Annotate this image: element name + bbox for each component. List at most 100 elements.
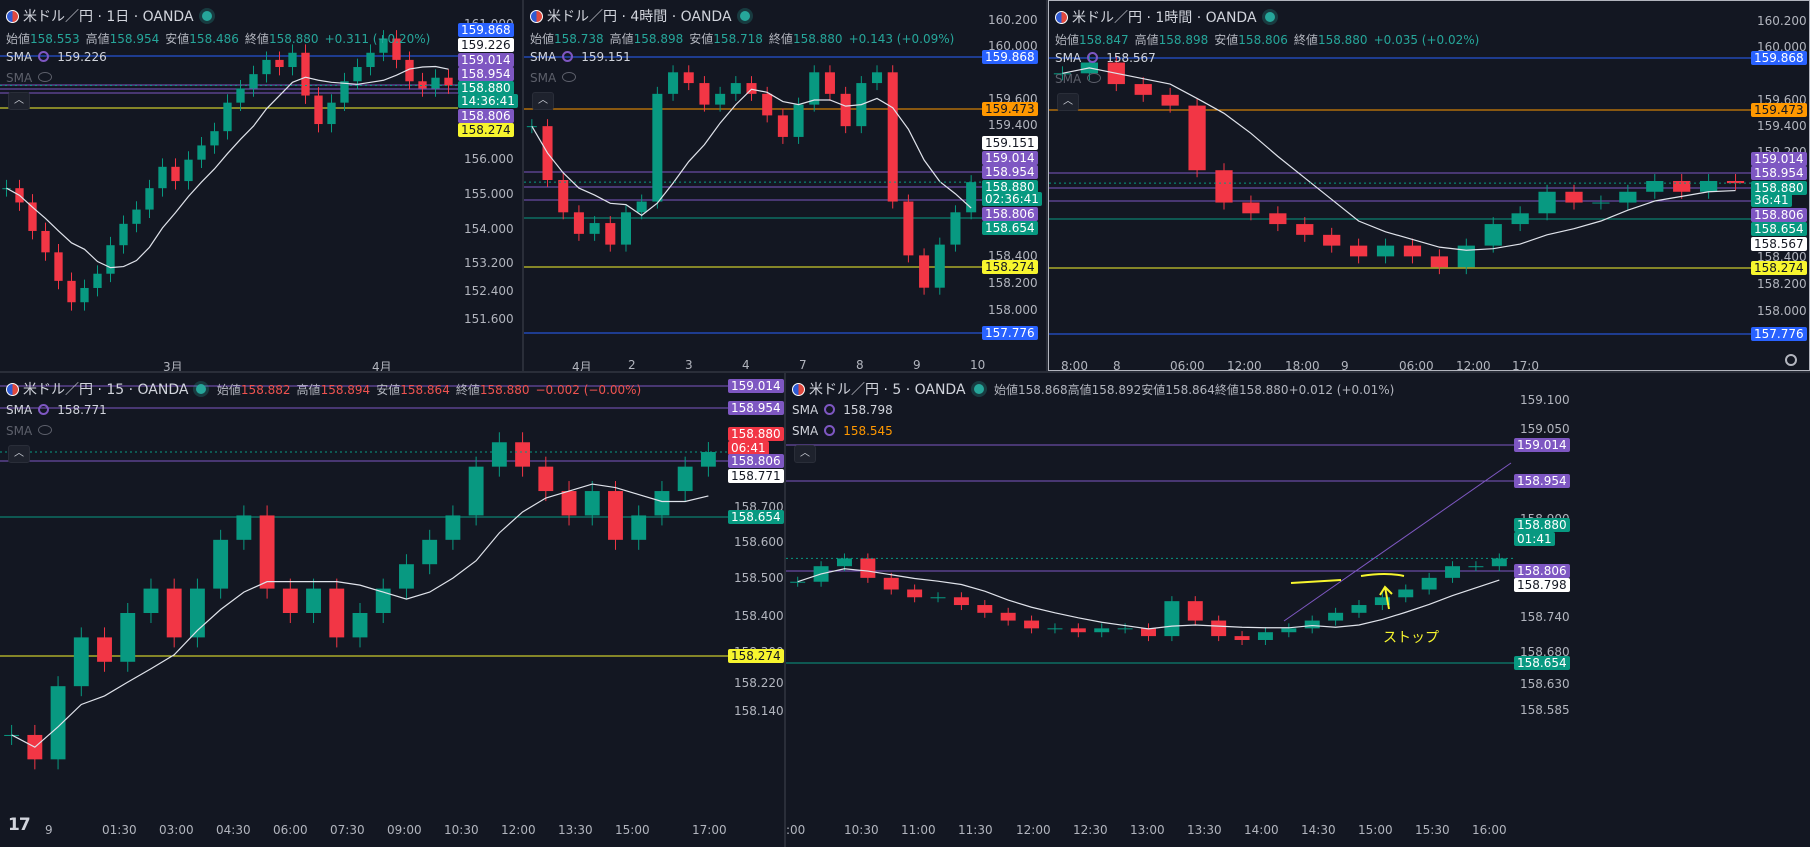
price-label[interactable]: 159.868 bbox=[458, 23, 514, 37]
candle-body[interactable] bbox=[366, 52, 375, 68]
price-label[interactable]: 158.954 bbox=[1751, 166, 1807, 180]
h1-chart[interactable] bbox=[1049, 1, 1810, 371]
candle-body[interactable] bbox=[809, 72, 820, 105]
candle-body[interactable] bbox=[919, 255, 930, 288]
candle-body[interactable] bbox=[171, 166, 180, 182]
candle-body[interactable] bbox=[1511, 213, 1529, 225]
candle-body[interactable] bbox=[1304, 620, 1320, 629]
candle-body[interactable] bbox=[1134, 84, 1152, 95]
candle-body[interactable] bbox=[950, 212, 961, 245]
sma-indicator-2[interactable]: SMA bbox=[6, 424, 53, 438]
candle-body[interactable] bbox=[620, 212, 632, 245]
candle-body[interactable] bbox=[418, 81, 427, 89]
candle-body[interactable] bbox=[515, 442, 531, 467]
price-label[interactable]: 159.014 bbox=[1751, 152, 1807, 166]
trend-line[interactable] bbox=[1283, 462, 1512, 622]
candle-body[interactable] bbox=[1234, 636, 1250, 640]
sma-indicator-2[interactable]: SMA bbox=[6, 71, 53, 85]
price-label[interactable]: 158.654 bbox=[982, 221, 1038, 235]
candle-body[interactable] bbox=[836, 558, 852, 567]
candle-body[interactable] bbox=[1296, 224, 1314, 235]
candle-body[interactable] bbox=[132, 209, 141, 224]
candle-body[interactable] bbox=[236, 88, 245, 103]
candle-body[interactable] bbox=[608, 491, 623, 540]
price-label[interactable]: 158.806 bbox=[1514, 564, 1570, 578]
candle-body[interactable] bbox=[301, 52, 310, 96]
candle-body[interactable] bbox=[445, 515, 461, 540]
sma-indicator-1[interactable]: SMA 159.226 bbox=[6, 50, 107, 64]
candle-body[interactable] bbox=[1565, 191, 1583, 203]
candle-body[interactable] bbox=[1215, 170, 1233, 203]
price-label[interactable]: 158.880 bbox=[1751, 181, 1807, 195]
candle-body[interactable] bbox=[67, 280, 76, 303]
hidden-eye-icon[interactable] bbox=[1087, 73, 1102, 83]
candle-body[interactable] bbox=[1445, 566, 1461, 578]
candle-body[interactable] bbox=[1673, 181, 1691, 192]
candle-body[interactable] bbox=[327, 102, 336, 125]
candle-body[interactable] bbox=[314, 95, 323, 125]
collapse-chevron-icon[interactable]: ︿ bbox=[532, 92, 554, 110]
panel-divider[interactable] bbox=[522, 0, 524, 371]
candle-body[interactable] bbox=[1053, 73, 1072, 75]
candle-body[interactable] bbox=[793, 104, 804, 137]
h1-panel[interactable]: 米ドル／円 · 1時間 · OANDA 始値158.847 高値158.898 安値… bbox=[1048, 0, 1810, 371]
price-label[interactable]: 158.954 bbox=[728, 401, 784, 415]
candle-body[interactable] bbox=[636, 201, 647, 213]
candle-body[interactable] bbox=[840, 93, 851, 127]
candle-body[interactable] bbox=[1328, 612, 1344, 621]
daily-panel[interactable]: 米ドル／円 · 1日 · OANDA 始値158.553 高値158.954 安値1… bbox=[0, 0, 522, 371]
price-label[interactable]: 159.014 bbox=[982, 151, 1038, 165]
stop-marker[interactable] bbox=[1360, 573, 1405, 577]
candle-body[interactable] bbox=[80, 287, 89, 303]
sma-line[interactable] bbox=[6, 65, 449, 269]
m5-panel[interactable]: 米ドル／円 · 5 · OANDA 始値158.868高値158.892安値15… bbox=[786, 373, 1810, 847]
candle-body[interactable] bbox=[558, 180, 569, 213]
candle-body[interactable] bbox=[631, 515, 647, 540]
candle-body[interactable] bbox=[106, 245, 115, 274]
candle-body[interactable] bbox=[352, 613, 368, 638]
price-label[interactable]: 158.274 bbox=[728, 649, 784, 663]
candle-body[interactable] bbox=[762, 93, 773, 116]
price-label[interactable]: 36:41 bbox=[1751, 193, 1792, 207]
price-label[interactable]: 158.274 bbox=[982, 260, 1038, 274]
price-label[interactable]: 158.806 bbox=[982, 207, 1038, 221]
candle-body[interactable] bbox=[1257, 632, 1273, 640]
candle-body[interactable] bbox=[1398, 589, 1414, 598]
price-label[interactable]: 158.806 bbox=[458, 109, 514, 123]
price-label[interactable]: 159.014 bbox=[458, 53, 514, 67]
candle-body[interactable] bbox=[249, 74, 258, 89]
candle-body[interactable] bbox=[934, 244, 945, 288]
sma-settings-icon[interactable] bbox=[562, 51, 574, 62]
candle-body[interactable] bbox=[1323, 234, 1341, 246]
candle-body[interactable] bbox=[966, 182, 977, 213]
price-label[interactable]: 159.151 bbox=[982, 136, 1038, 150]
sma-settings-icon[interactable] bbox=[824, 404, 836, 415]
candle-body[interactable] bbox=[1164, 601, 1180, 637]
candle-body[interactable] bbox=[353, 67, 362, 82]
candle-body[interactable] bbox=[561, 491, 577, 516]
candle-body[interactable] bbox=[1187, 601, 1203, 621]
sma-settings-icon[interactable] bbox=[38, 404, 50, 415]
candle-body[interactable] bbox=[375, 588, 391, 613]
candle-body[interactable] bbox=[189, 588, 205, 638]
panel-divider[interactable] bbox=[1046, 0, 1048, 371]
candle-body[interactable] bbox=[379, 38, 388, 53]
price-label[interactable]: 158.771 bbox=[728, 469, 784, 483]
candle-body[interactable] bbox=[860, 558, 876, 578]
candle-body[interactable] bbox=[605, 223, 616, 245]
candle-body[interactable] bbox=[1726, 181, 1745, 184]
candle-body[interactable] bbox=[340, 81, 349, 103]
candle-body[interactable] bbox=[824, 72, 835, 94]
candle-body[interactable] bbox=[677, 466, 693, 492]
candle-body[interactable] bbox=[223, 102, 232, 132]
m15-panel[interactable]: 米ドル／円 · 15 · OANDA 始値158.882 高値158.894 安値1… bbox=[0, 373, 784, 847]
price-label[interactable]: 159.868 bbox=[982, 50, 1038, 64]
candle-body[interactable] bbox=[730, 83, 741, 94]
candle-body[interactable] bbox=[654, 491, 670, 516]
sma-line[interactable] bbox=[11, 483, 709, 748]
h4-chart[interactable] bbox=[524, 0, 1046, 371]
price-label[interactable]: 158.880 bbox=[1514, 518, 1570, 532]
candle-body[interactable] bbox=[1141, 628, 1156, 637]
candle-body[interactable] bbox=[903, 201, 914, 256]
candle-body[interactable] bbox=[41, 230, 50, 253]
